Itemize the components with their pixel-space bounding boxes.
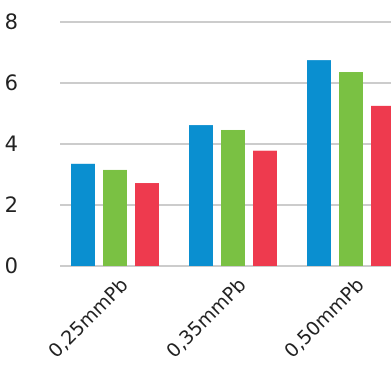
x-axis-category-labels: 0,25mmPb 0,35mmPb 0,50mmPb bbox=[44, 274, 368, 362]
y-tick-label: 6 bbox=[5, 71, 18, 95]
y-tick-label: 2 bbox=[5, 193, 18, 217]
bar-0,25mmPb-series-2 bbox=[103, 169, 127, 266]
y-tick-label: 0 bbox=[5, 254, 18, 278]
y-tick-label: 8 bbox=[5, 10, 18, 34]
bar-0,50mmPb-series-3 bbox=[371, 105, 391, 266]
x-category-label: 0,35mmPb bbox=[162, 274, 250, 362]
bar-0,25mmPb-series-1 bbox=[71, 163, 95, 266]
bars bbox=[71, 60, 391, 267]
y-tick-label: 4 bbox=[5, 132, 18, 156]
bar-0,50mmPb-series-1 bbox=[307, 60, 331, 266]
bar-0,50mmPb-series-2 bbox=[339, 72, 363, 267]
x-category-label: 0,50mmPb bbox=[280, 274, 368, 362]
bar-0,35mmPb-series-3 bbox=[253, 150, 277, 266]
bar-0,35mmPb-series-1 bbox=[189, 125, 213, 266]
bar-0,35mmPb-series-2 bbox=[221, 129, 245, 266]
y-axis-tick-labels: 0 2 4 6 8 bbox=[5, 10, 18, 278]
x-category-label: 0,25mmPb bbox=[44, 274, 132, 362]
bar-0,25mmPb-series-3 bbox=[135, 183, 159, 266]
